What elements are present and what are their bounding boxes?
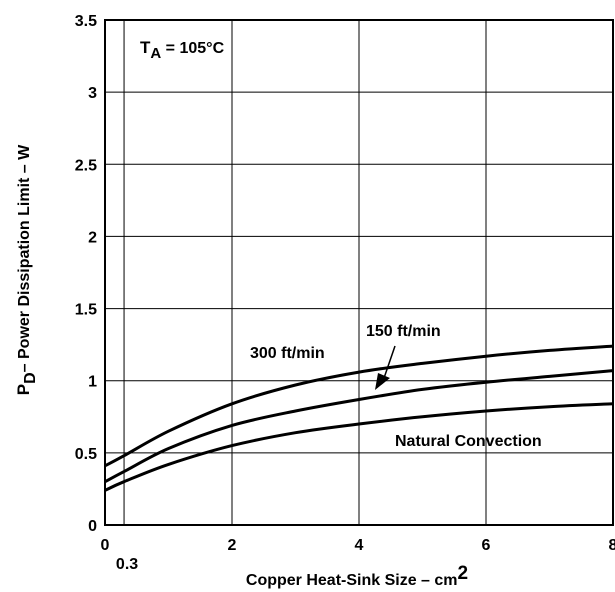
x-tick-label: 4 <box>355 537 364 554</box>
y-tick-label: 3.5 <box>75 13 97 30</box>
series-label-natural: Natural Convection <box>395 433 542 450</box>
plot-frame <box>104 19 614 526</box>
condition-label: TA = 105°C <box>140 38 225 62</box>
y-axis-label: PD– Power Dissipation Limit – W <box>14 144 39 395</box>
series-curves <box>104 344 614 492</box>
y-tick-label: 1 <box>88 374 97 391</box>
x-axis-label: Copper Heat-Sink Size – cm2 <box>246 563 468 589</box>
pointer-arrow-head <box>375 373 390 390</box>
series-label-300: 300 ft/min <box>250 345 325 362</box>
y-tick-label: 2 <box>88 229 97 246</box>
x-tick-label: 0.3 <box>116 556 138 573</box>
x-tick-label: 0 <box>101 537 110 554</box>
y-tick-label: 1.5 <box>75 302 97 319</box>
y-tick-label: 0 <box>88 518 97 535</box>
y-tick-label: 2.5 <box>75 157 97 174</box>
tick-labels: 0 2 4 6 8 0.3 0 0.5 1 1.5 2 2.5 3 3.5 <box>75 13 615 573</box>
y-tick-label: 3 <box>88 85 97 102</box>
series-line-0 <box>104 344 614 468</box>
pointer-arrow-line <box>382 345 396 382</box>
x-tick-label: 6 <box>482 537 491 554</box>
x-tick-label: 2 <box>228 537 237 554</box>
series-label-150: 150 ft/min <box>366 323 441 340</box>
series-line-2 <box>104 402 614 492</box>
x-tick-label: 8 <box>609 537 615 554</box>
y-tick-label: 0.5 <box>75 446 97 463</box>
series-line-1 <box>104 369 614 484</box>
grid <box>105 20 613 525</box>
